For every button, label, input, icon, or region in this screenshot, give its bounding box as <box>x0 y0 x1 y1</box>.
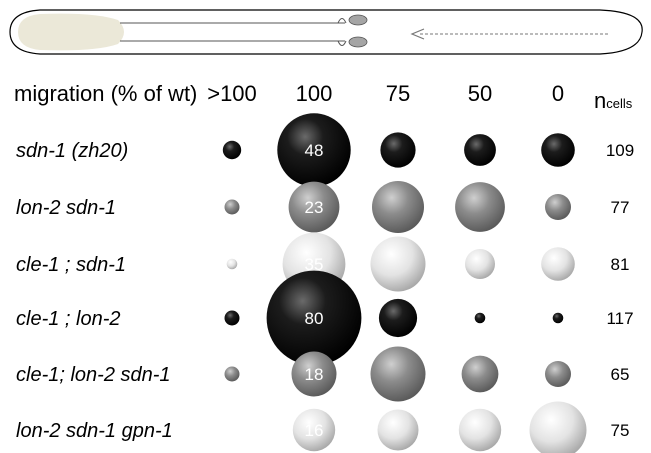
nerve-branch-upper <box>320 18 347 24</box>
bubble <box>545 194 571 220</box>
bubble <box>222 140 242 160</box>
cell-count: 109 <box>606 141 634 160</box>
bubble <box>545 361 571 387</box>
cell-count: 77 <box>611 198 630 217</box>
bubble-row: lon-2 sdn-1 23 77 <box>16 181 629 233</box>
bubble <box>380 132 416 168</box>
bubble-rows: sdn-1 (zh20) 48 109 lon-2 sdn-1 23 77 cle-1 ; … <box>16 113 634 453</box>
bubble-value-label: 18 <box>305 365 324 384</box>
genotype-label: cle-1 ; lon-2 <box>16 308 121 330</box>
bubble-row: sdn-1 (zh20) 48 109 <box>16 113 634 187</box>
header-label: migration (% of wt) <box>14 81 197 106</box>
column-header: 0 <box>552 81 564 106</box>
genotype-label: lon-2 sdn-1 gpn-1 <box>16 420 173 442</box>
bubble <box>552 312 564 324</box>
nerve-branch-lower <box>320 40 347 46</box>
bubble <box>277 113 351 187</box>
bubble <box>288 181 340 233</box>
bubble-row: cle-1; lon-2 sdn-1 18 65 <box>16 346 630 402</box>
bubble-value-label: 35 <box>305 255 324 274</box>
count-header-sub: cells <box>606 96 633 111</box>
cell-count: 117 <box>606 309 633 328</box>
genotype-label: cle-1 ; sdn-1 <box>16 254 126 276</box>
bubble-value-label: 80 <box>305 309 324 328</box>
count-header: ncells <box>594 88 633 113</box>
bubble <box>224 310 240 326</box>
bubble-value-label: 48 <box>305 141 324 160</box>
bubble-row: cle-1 ; lon-2 80 117 <box>16 270 634 366</box>
column-header: >100 <box>207 81 257 106</box>
bubble <box>370 346 426 402</box>
cell-count: 65 <box>611 365 630 384</box>
bubble <box>370 236 426 292</box>
bubble <box>541 247 575 281</box>
migration-arrow-head <box>410 28 425 40</box>
cell-count: 81 <box>611 255 630 274</box>
bubble-value-label: 23 <box>305 198 324 217</box>
column-headers: >100 100 75 50 0 <box>207 81 564 106</box>
worm-diagram <box>9 9 643 55</box>
cell-body-lower <box>348 36 368 48</box>
bubble <box>291 351 337 397</box>
bubble <box>292 408 336 452</box>
bubble <box>541 133 575 167</box>
column-header: 100 <box>296 81 333 106</box>
genotype-label: lon-2 sdn-1 <box>16 197 116 219</box>
bubble <box>474 312 486 324</box>
bubble <box>465 249 495 279</box>
column-header: 50 <box>468 81 492 106</box>
bubble <box>372 181 424 233</box>
bubble <box>529 401 587 453</box>
cell-body-upper <box>348 14 368 26</box>
genotype-label: cle-1; lon-2 sdn-1 <box>16 364 171 386</box>
bubble <box>226 258 238 270</box>
bubble <box>378 298 418 338</box>
bubble-value-label: 16 <box>305 421 324 440</box>
bubble <box>224 366 240 382</box>
worm-head-region <box>18 13 124 51</box>
bubble-row: lon-2 sdn-1 gpn-1 16 75 <box>16 401 630 453</box>
bubble <box>458 408 502 452</box>
cell-count: 75 <box>611 421 630 440</box>
bubble <box>461 355 499 393</box>
count-header-main: n <box>594 88 606 113</box>
bubble <box>224 199 240 215</box>
worm-body <box>9 9 643 55</box>
genotype-label: sdn-1 (zh20) <box>16 140 128 162</box>
bubble <box>377 409 419 451</box>
bubble <box>464 134 496 166</box>
bubble <box>455 182 505 232</box>
column-header: 75 <box>386 81 410 106</box>
bubble <box>266 270 362 366</box>
